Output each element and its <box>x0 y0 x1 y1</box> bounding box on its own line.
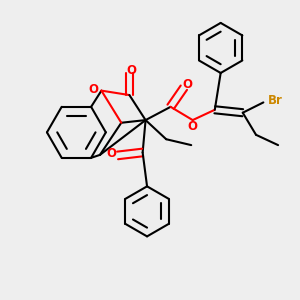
Text: O: O <box>188 120 198 133</box>
Text: Br: Br <box>268 94 283 107</box>
Text: O: O <box>182 78 192 91</box>
Text: O: O <box>127 64 136 76</box>
Text: O: O <box>88 83 98 96</box>
Text: O: O <box>107 147 117 161</box>
